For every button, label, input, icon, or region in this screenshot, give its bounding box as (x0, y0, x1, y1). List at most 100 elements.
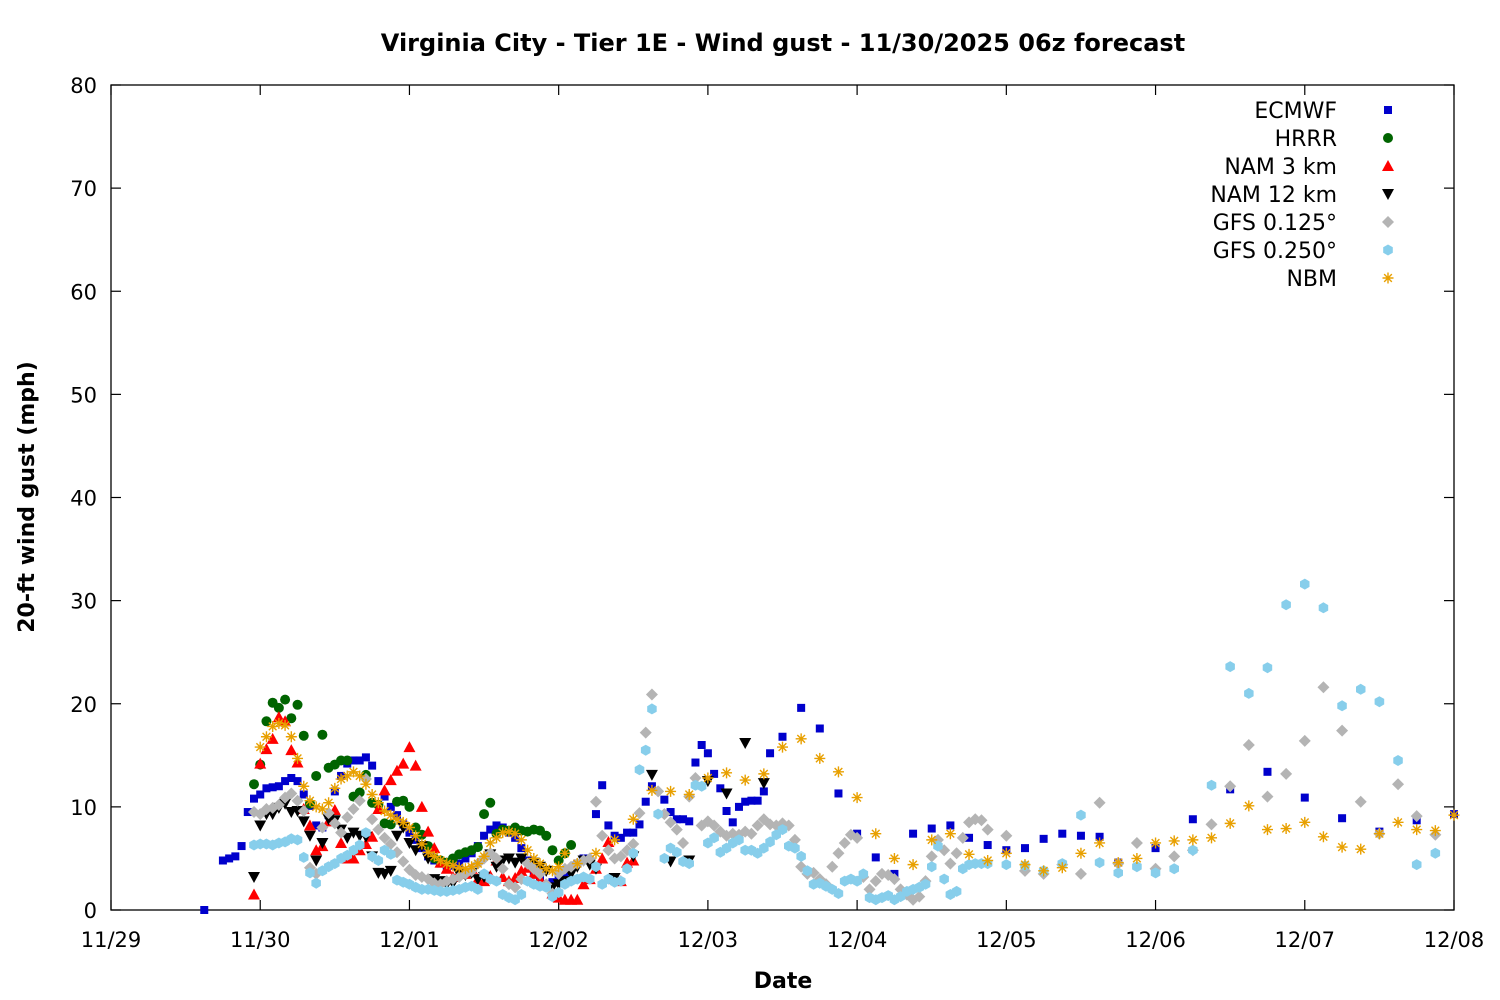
gfs-0-125-point (664, 816, 677, 829)
gfs-0-125-point (1168, 850, 1181, 863)
gfs-0-250-point (777, 824, 788, 836)
gfs-0-250-point (541, 881, 551, 893)
gfs-0-125-point (913, 890, 926, 903)
nam-12-km-point (316, 837, 329, 849)
legend-marker-ecmwf (1384, 106, 1392, 114)
gfs-0-250-point (1244, 687, 1254, 699)
gfs-0-250-point (299, 851, 309, 863)
y-tick-label: 30 (70, 590, 97, 614)
nam-12-km-point (502, 853, 515, 865)
nam-12-km-point (515, 853, 528, 865)
nbm-point (435, 855, 447, 866)
y-tick-label: 40 (70, 487, 97, 511)
nbm-point (1355, 843, 1367, 855)
nbm-point (795, 733, 807, 745)
nam-12-km-point (739, 737, 752, 749)
ecmwf-point (797, 703, 806, 712)
nam-3-km-point (260, 743, 273, 755)
ecmwf-point (759, 787, 768, 796)
hrrr-point (485, 797, 496, 808)
ecmwf-point (672, 815, 681, 824)
nam-3-km-point (391, 764, 404, 776)
gfs-0-125-point (1261, 790, 1274, 803)
nbm-point (472, 858, 484, 870)
nam-12-km-point (384, 865, 397, 877)
nbm-point (1224, 817, 1236, 829)
nbm-point (509, 828, 521, 840)
ecmwf-point (200, 906, 209, 914)
hrrr-point (404, 801, 415, 812)
nam-12-km-point (490, 861, 503, 873)
nam-12-km-point (391, 830, 404, 842)
nbm-point (546, 865, 558, 877)
nam-12-km-point (297, 816, 310, 828)
gfs-0-125-point (490, 852, 503, 865)
gfs-0-125-point (639, 726, 652, 739)
ecmwf-point (616, 833, 625, 842)
nbm-point (403, 822, 415, 833)
gfs-0-250-point (616, 875, 626, 887)
nbm-point (665, 785, 677, 797)
nbm-point (1000, 847, 1012, 859)
ecmwf-point (815, 724, 824, 733)
gfs-0-125-point (851, 831, 864, 844)
gfs-0-250-point (473, 883, 483, 895)
gfs-0-250-point (1150, 867, 1161, 879)
gfs-0-125-point (1354, 795, 1367, 808)
gfs-0-125-point (347, 802, 360, 815)
nbm-point (1038, 865, 1050, 877)
nbm-point (627, 813, 639, 825)
gfs-0-125-point (832, 847, 845, 860)
gfs-0-250-point (672, 846, 682, 858)
legend-label-nam-12-km: NAM 12 km (1210, 183, 1337, 208)
series-gfs-0-125 (248, 681, 1442, 906)
nbm-point (497, 827, 509, 839)
gfs-0-250-point (1318, 602, 1329, 614)
nbm-point (1429, 825, 1441, 837)
gfs-0-250-point (759, 842, 769, 854)
nbm-point (466, 861, 478, 873)
gfs-0-250-point (386, 848, 396, 860)
ecmwf-point (946, 821, 955, 830)
nbm-point (777, 741, 788, 753)
ecmwf-point (1300, 793, 1309, 802)
gfs-0-250-point (1393, 755, 1403, 766)
nbm-point (397, 816, 409, 828)
nbm-point (323, 797, 335, 809)
gfs-0-125-point (838, 836, 851, 849)
gfs-0-125-point (677, 836, 690, 849)
nbm-point (1019, 859, 1031, 871)
nbm-point (559, 847, 571, 859)
gfs-0-125-point (366, 813, 379, 826)
gfs-0-250-point (1281, 599, 1291, 611)
gfs-0-250-point (790, 842, 800, 854)
nam-3-km-point (428, 842, 441, 854)
gfs-0-125-point (708, 819, 721, 832)
series-nbm (254, 717, 1460, 877)
nbm-point (428, 850, 440, 862)
x-tick-label: 12/02 (528, 928, 589, 952)
gfs-0-250-point (1206, 779, 1217, 791)
hrrr-point (249, 779, 260, 790)
nbm-point (851, 792, 863, 804)
hrrr-point (273, 702, 284, 713)
ecmwf-point (909, 829, 918, 838)
ecmwf-point (312, 821, 321, 830)
hrrr-point (354, 787, 365, 798)
ecmwf-point (287, 774, 296, 782)
gfs-0-125-point (397, 855, 410, 868)
nbm-point (267, 720, 279, 732)
nbm-point (528, 852, 540, 864)
nam-3-km-point (303, 819, 316, 831)
nbm-point (292, 752, 304, 764)
gfs-0-125-point (670, 823, 683, 836)
gfs-0-250-point (1356, 683, 1366, 695)
nbm-point (683, 789, 695, 800)
ecmwf-point (1095, 832, 1104, 841)
gfs-0-125-point (1317, 681, 1330, 694)
series-layer (200, 578, 1460, 914)
hrrr-point (547, 845, 558, 856)
y-axis: 0 10 20 30 40 50 60 70 80 (70, 74, 1454, 923)
ecmwf-point (722, 807, 731, 815)
nbm-point (1261, 824, 1273, 836)
